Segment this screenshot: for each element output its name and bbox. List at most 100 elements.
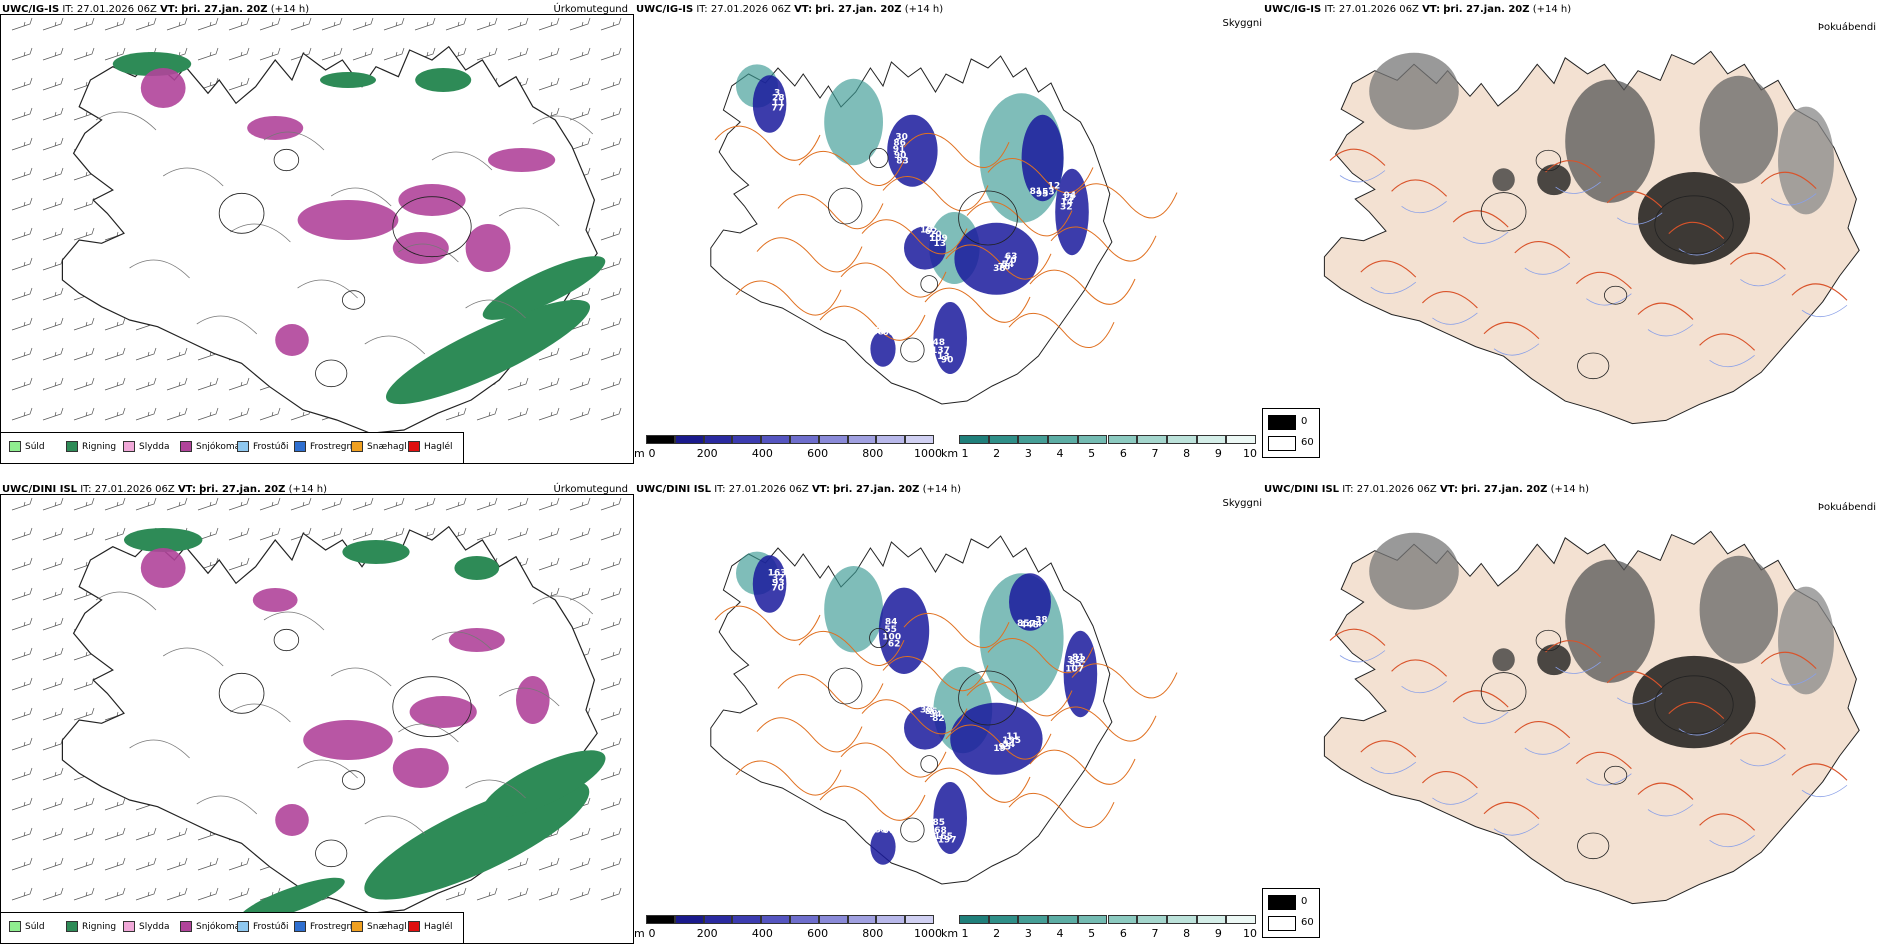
- wind-barb: [445, 17, 467, 31]
- road-line: [330, 187, 392, 207]
- snow-area: [140, 68, 186, 108]
- road-line: [297, 279, 358, 299]
- wind-barb: [445, 497, 467, 511]
- snow-area: [392, 748, 449, 788]
- road-line: [398, 723, 459, 743]
- wind-barb: [352, 497, 374, 511]
- road-line: [263, 611, 325, 631]
- wind-barb: [569, 137, 591, 151]
- wind-barb: [42, 77, 64, 91]
- wind-barb: [228, 527, 250, 541]
- snow-area: [465, 224, 511, 272]
- colorbar-tick-label: 3: [1024, 927, 1032, 940]
- ceiling-value-label: 32: [1060, 202, 1073, 212]
- legend-item: Snæhagl: [351, 441, 407, 452]
- colorbar-tick-label: 8: [1183, 447, 1191, 460]
- road-line: [465, 779, 526, 799]
- road-line: [95, 111, 157, 131]
- fog-map: [1323, 50, 1860, 425]
- road-line: [714, 125, 821, 161]
- fog-index-area: [1565, 79, 1655, 203]
- glacier-outline: [392, 676, 472, 738]
- wind-barb: [11, 17, 33, 31]
- wind-barb: [166, 407, 188, 421]
- snow-area: [392, 232, 449, 264]
- legend-label: Haglél: [424, 441, 453, 452]
- colorbar-tick-label: 9: [1214, 447, 1222, 460]
- fog-index-area: [1699, 555, 1778, 664]
- road-line: [861, 219, 968, 255]
- wind-barb: [135, 17, 157, 31]
- road-line: [1071, 183, 1178, 219]
- colorbar-segment: [905, 915, 934, 924]
- colorbar-segment: [1166, 435, 1197, 444]
- ceiling-value-label: 13: [1062, 194, 1075, 204]
- colorbar-tick-label: 200: [696, 927, 718, 940]
- road-line: [196, 315, 258, 335]
- wind-barb: [11, 677, 33, 691]
- legend-label: Snjókoma: [196, 441, 241, 452]
- wind-barb: [600, 647, 622, 661]
- legend-swatch: [351, 441, 363, 452]
- colorbar-segment: [761, 915, 790, 924]
- colorbar-segment: [1077, 915, 1108, 924]
- wind-barb: [104, 857, 126, 871]
- wind-barb: [42, 587, 64, 601]
- colorbar-segment: [1048, 915, 1078, 924]
- fog-legend-swatch: [1268, 436, 1296, 451]
- river-line: [1339, 170, 1386, 183]
- road-line: [95, 591, 157, 611]
- colorbar-segment: [703, 915, 733, 924]
- precip-panel-row1: UWC/IG-IS IT: 27.01.2026 06Z VT: þri. 27…: [0, 0, 634, 470]
- road-line: [924, 287, 1031, 323]
- wind-barb: [569, 347, 591, 361]
- road-line: [1668, 701, 1725, 720]
- glacier-outline: [920, 275, 939, 293]
- wind-barb: [11, 767, 33, 781]
- visibility-colorbar: km 1 2 3 4 5 6 7 8 9 10: [941, 435, 1257, 463]
- wind-barb: [476, 47, 498, 61]
- low-visibility-area: [824, 566, 883, 653]
- wind-barb: [569, 407, 591, 421]
- wind-barb: [600, 737, 622, 751]
- fog-index-area: [1537, 644, 1571, 676]
- wind-barb: [569, 77, 591, 91]
- legend-item: Snjókoma: [180, 441, 240, 452]
- ceiling-value-label: 10: [920, 226, 933, 236]
- road-line: [1760, 651, 1817, 669]
- wind-barb: [166, 377, 188, 391]
- road-line: [1760, 171, 1817, 189]
- wind-barb: [569, 107, 591, 121]
- road-line: [1699, 813, 1755, 831]
- low-ceiling-area: [878, 587, 930, 674]
- road-line: [1514, 720, 1571, 739]
- wind-barb: [11, 377, 33, 391]
- river-line: [1370, 281, 1417, 294]
- legend-label: Slydda: [139, 441, 170, 452]
- wind-barb: [104, 797, 126, 811]
- river-line: [1524, 742, 1571, 755]
- snow-area: [140, 548, 186, 588]
- road-line: [903, 612, 1010, 649]
- ceiling-value-label: 86: [893, 138, 906, 148]
- wind-barb: [73, 47, 95, 61]
- wind-barb: [73, 347, 95, 361]
- glacier-outline: [1603, 765, 1628, 785]
- wind-barb: [352, 527, 374, 541]
- road-line: [1029, 269, 1136, 305]
- wind-barb: [228, 557, 250, 571]
- ceiling-value-label: 68: [883, 328, 896, 338]
- road-line: [861, 699, 968, 735]
- colorbar-segment: [1077, 435, 1108, 444]
- fog-index-area: [1778, 106, 1834, 215]
- wind-barb: [104, 497, 126, 511]
- ceiling-value-label: 13: [934, 239, 947, 249]
- ceiling-value-label: 94: [1064, 191, 1077, 201]
- river-line: [1401, 680, 1447, 694]
- wind-barb: [290, 17, 312, 31]
- ceiling-value-label: 100: [882, 633, 901, 643]
- ceiling-value-label: 77: [879, 824, 892, 834]
- wind-barb: [569, 287, 591, 301]
- road-line: [263, 131, 325, 151]
- ceiling-value-label: 28: [772, 94, 785, 104]
